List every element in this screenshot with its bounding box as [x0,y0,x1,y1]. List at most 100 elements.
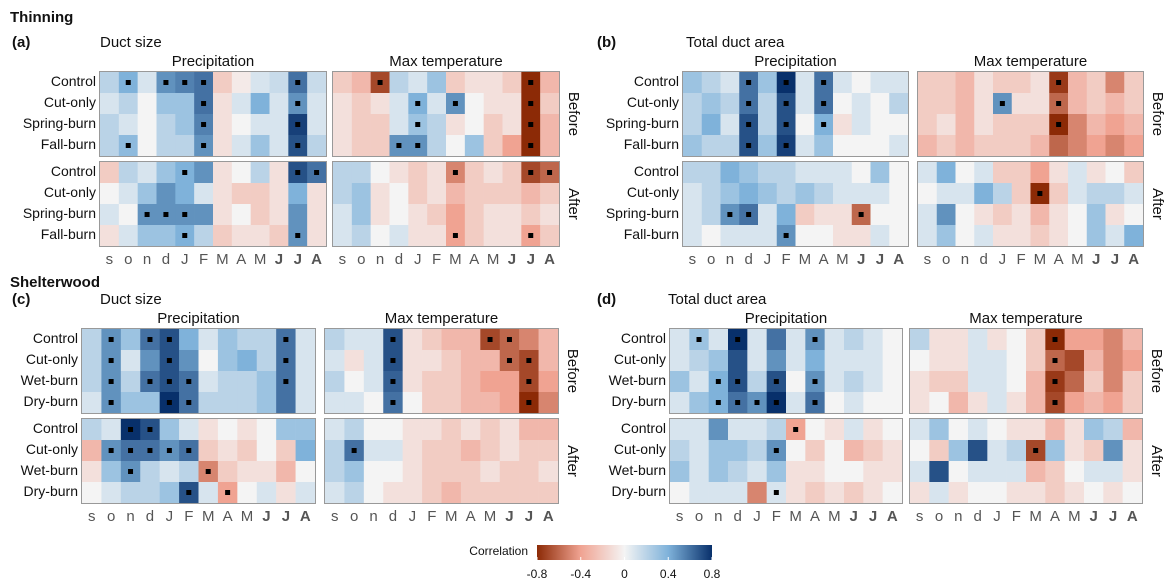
significance-marker [163,212,169,217]
row-label: Spring-burn [23,205,96,221]
significance-marker [166,337,172,342]
heat-cell [844,419,864,441]
heat-cell [974,162,994,184]
month-label: F [427,508,436,525]
heat-cell [231,162,251,184]
heat-cell [936,135,956,157]
heat-cell [307,225,327,247]
month-label: F [772,508,781,525]
significance-marker [526,358,532,363]
colorbar-tick-label: -0.8 [527,567,548,581]
heat-cell [1122,329,1143,351]
heat-cell [118,183,138,205]
month-label: M [1034,251,1047,268]
heat-cell [460,350,481,372]
heat-cell [870,72,890,94]
heat-cell [175,93,195,115]
heat-cell [540,72,560,94]
heat-cell [446,135,466,157]
heat-cell [786,461,806,483]
heat-cell [795,93,815,115]
heat-cell [1064,419,1085,441]
significance-marker [108,358,114,363]
heat-cell [325,329,345,351]
heat-cell [728,461,748,483]
heat-cell [137,93,157,115]
significance-marker [166,448,172,453]
heat-cell [175,183,195,205]
heat-cell [863,461,883,483]
month-label: J [166,508,174,525]
heat-cell [987,392,1007,414]
heat-cell [213,72,233,94]
row-label: Cut-only [614,441,666,457]
heat-cell [882,392,903,414]
row-label: Fall-burn [624,226,679,242]
significance-marker [314,170,320,175]
row-label: Dry-burn [612,393,666,409]
significance-marker [999,101,1005,106]
heat-cell [1086,162,1106,184]
heat-cell [824,440,845,462]
heat-cell [1064,350,1085,372]
heat-cell [213,162,233,184]
heat-cell [1084,440,1104,462]
heat-cell [766,350,787,372]
heat-cell [889,72,909,94]
month-label: J [262,508,270,525]
significance-marker [186,490,192,495]
heat-cell [1026,392,1046,414]
month-label: n [126,508,134,525]
heat-cell [237,329,258,351]
heat-cell [739,225,759,247]
heat-cell [747,419,767,441]
heat-cell [408,183,428,205]
heat-cell [441,392,462,414]
heat-cell [217,392,238,414]
month-label: o [707,251,715,268]
heat-cell [295,371,316,393]
heat-cell [863,419,883,441]
significance-marker [128,469,134,474]
heat-cell [344,329,365,351]
heat-cell [295,419,316,441]
heat-cell [351,162,371,184]
heat-cell [1103,392,1123,414]
significance-marker [783,80,789,85]
month-label: A [1128,251,1139,268]
heat-cell [333,72,353,94]
heat-cell [460,371,481,393]
heat-cell [344,392,365,414]
facet-frame [332,71,560,157]
heat-cell [955,162,975,184]
month-label: M [799,251,812,268]
heat-cell [217,461,238,483]
heat-cell [383,419,403,441]
heat-cell [1086,93,1106,115]
significance-marker [821,80,827,85]
heat-cell [325,440,345,462]
row-label: Spring-burn [606,205,679,221]
facet-frame [324,328,559,414]
heat-cell [870,183,890,205]
heat-cell [851,135,871,157]
heat-cell [333,225,353,247]
month-label: s [916,508,924,525]
heat-cell [237,482,258,504]
row-label: Fall-burn [41,226,96,242]
heat-cell [786,371,806,393]
heat-cell [824,350,845,372]
significance-marker [125,143,131,148]
heat-cell [344,461,365,483]
heat-cell [851,114,871,136]
significance-marker [528,80,534,85]
row-label: Cut-only [627,94,679,110]
heat-cell [1030,204,1050,226]
significance-marker [735,400,741,405]
heat-cell [1086,204,1106,226]
heat-cell [460,440,481,462]
heat-cell [441,350,462,372]
heat-cell [701,114,721,136]
heat-cell [1006,329,1027,351]
heat-cell [422,461,442,483]
